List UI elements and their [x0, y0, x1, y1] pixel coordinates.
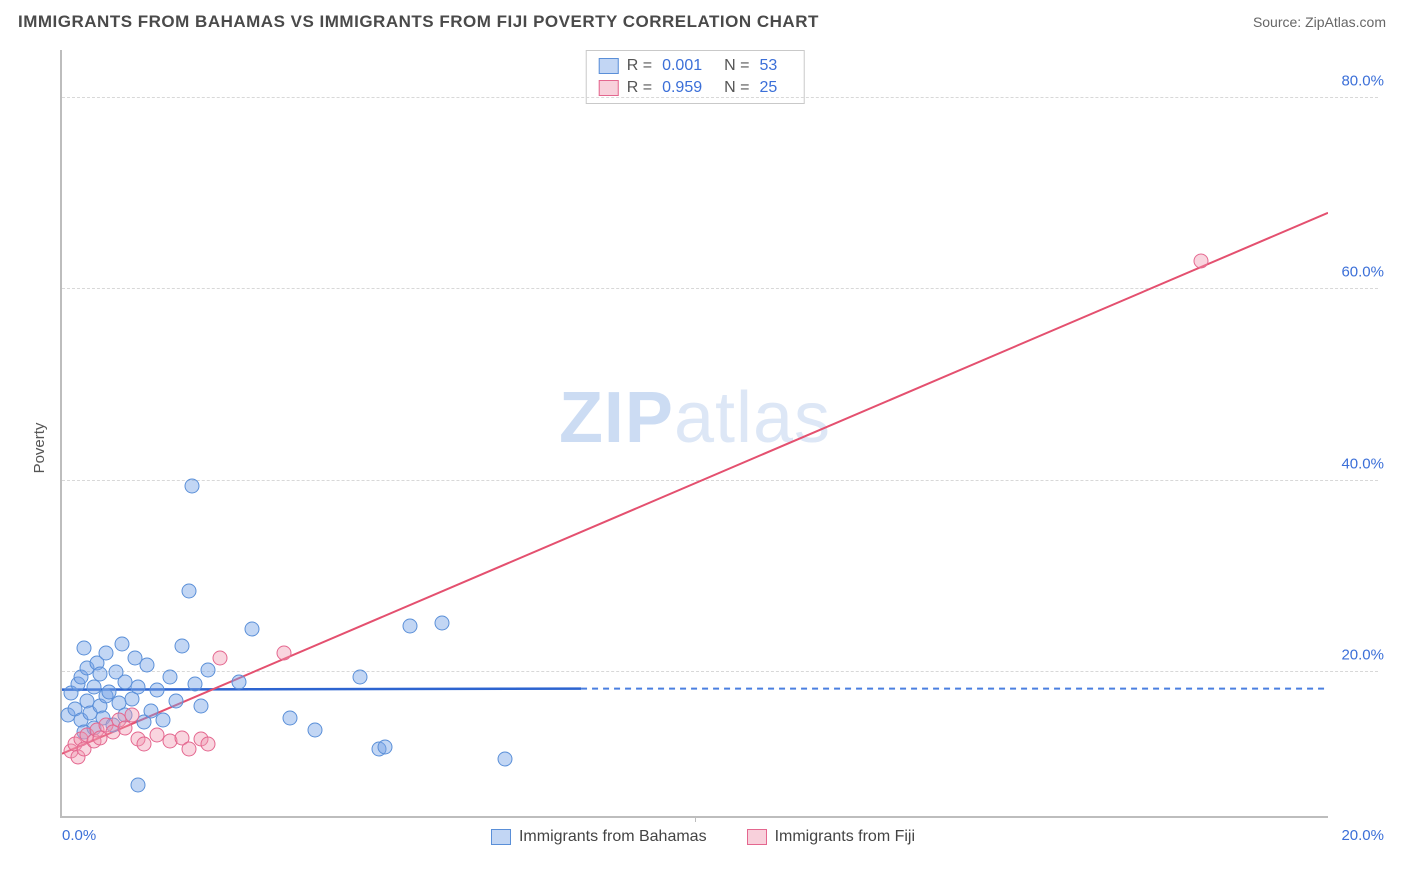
n-value-blue: 53 [759, 57, 777, 75]
data-point [187, 676, 202, 691]
y-axis-label: Poverty [31, 423, 48, 474]
legend-bottom: Immigrants from Bahamas Immigrants from … [18, 828, 1388, 846]
r-label: R = [627, 79, 652, 97]
data-point [244, 622, 259, 637]
swatch-blue [599, 58, 619, 74]
data-point [92, 667, 107, 682]
data-point [181, 584, 196, 599]
legend-item-fiji: Immigrants from Fiji [747, 828, 915, 846]
data-point [162, 670, 177, 685]
trend-overlay [62, 50, 1328, 816]
data-point [99, 646, 114, 661]
data-point [498, 751, 513, 766]
watermark: ZIPatlas [559, 377, 831, 459]
data-point [200, 663, 215, 678]
data-point [232, 674, 247, 689]
data-point [200, 737, 215, 752]
data-point [149, 682, 164, 697]
y-tick-label: 20.0% [1341, 647, 1384, 664]
data-point [403, 619, 418, 634]
gridline [62, 671, 1378, 672]
data-point [77, 641, 92, 656]
gridline [62, 480, 1378, 481]
gridline [62, 288, 1378, 289]
y-tick-label: 60.0% [1341, 264, 1384, 281]
gridline [62, 97, 1378, 98]
x-tick-mark [695, 816, 696, 822]
data-point [377, 740, 392, 755]
swatch-blue [491, 829, 511, 845]
data-point [308, 722, 323, 737]
legend-item-bahamas: Immigrants from Bahamas [491, 828, 707, 846]
data-point [282, 711, 297, 726]
y-tick-label: 80.0% [1341, 72, 1384, 89]
source-label: Source: ZipAtlas.com [1253, 14, 1386, 30]
legend-label: Immigrants from Bahamas [519, 828, 707, 846]
data-point [1194, 253, 1209, 268]
swatch-pink [599, 80, 619, 96]
data-point [352, 670, 367, 685]
data-point [124, 708, 139, 723]
data-point [175, 638, 190, 653]
n-label: N = [724, 57, 749, 75]
r-value-pink: 0.959 [662, 79, 702, 97]
r-value-blue: 0.001 [662, 57, 702, 75]
legend-label: Immigrants from Fiji [775, 828, 915, 846]
data-point [140, 657, 155, 672]
chart-title: IMMIGRANTS FROM BAHAMAS VS IMMIGRANTS FR… [18, 12, 819, 32]
swatch-pink [747, 829, 767, 845]
y-tick-label: 40.0% [1341, 455, 1384, 472]
chart-container: Poverty ZIPatlas R = 0.001 N = 53 R = 0.… [18, 44, 1388, 852]
n-label: N = [724, 79, 749, 97]
plot-area: ZIPatlas R = 0.001 N = 53 R = 0.959 N = … [60, 50, 1328, 818]
data-point [181, 741, 196, 756]
data-point [213, 651, 228, 666]
data-point [434, 615, 449, 630]
data-point [115, 636, 130, 651]
legend-stats-row: R = 0.001 N = 53 [599, 55, 792, 77]
data-point [130, 778, 145, 793]
data-point [194, 698, 209, 713]
legend-stats-row: R = 0.959 N = 25 [599, 77, 792, 99]
data-point [184, 478, 199, 493]
data-point [168, 694, 183, 709]
n-value-pink: 25 [759, 79, 777, 97]
data-point [156, 713, 171, 728]
data-point [137, 737, 152, 752]
data-point [130, 679, 145, 694]
data-point [276, 646, 291, 661]
r-label: R = [627, 57, 652, 75]
